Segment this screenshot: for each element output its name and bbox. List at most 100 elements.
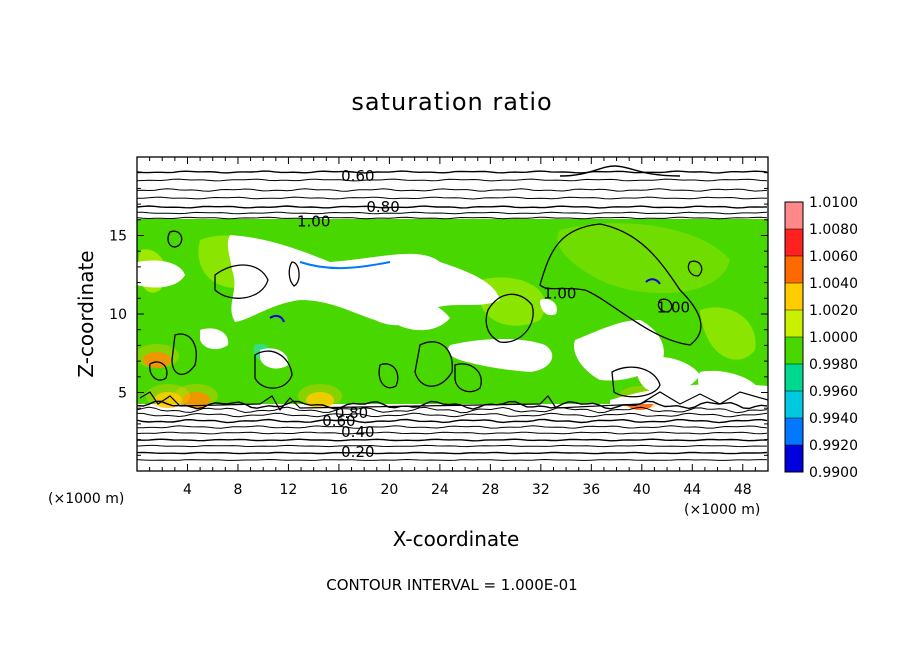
contour-label: 1.00	[543, 285, 576, 303]
colorbar-swatch	[785, 283, 803, 311]
contour-line-1	[687, 260, 703, 277]
colorbar-label: 1.0020	[809, 303, 858, 319]
colorbar-label: 1.0040	[809, 276, 858, 292]
subsaturated-region	[227, 235, 501, 326]
field-edge	[645, 278, 661, 285]
contour-line-1	[414, 341, 454, 387]
subsaturated-region	[137, 260, 185, 288]
x-tick-label: 32	[532, 482, 550, 498]
colorbar-label: 1.0100	[809, 195, 858, 211]
colorbar-swatch	[785, 445, 803, 473]
colorbar: 1.0100 1.0080 1.0060 1.0040 1.0020 1.0000 0.99…	[784, 195, 858, 481]
x-tick-label: 16	[330, 482, 348, 498]
contour-line-1	[167, 230, 183, 248]
field-patch	[700, 307, 756, 360]
contour-line-1	[454, 363, 482, 393]
x-tick-label: 28	[481, 482, 499, 498]
field-patch	[557, 223, 730, 294]
contour-label: 0.40	[341, 423, 374, 441]
colorbar-label: 1.0060	[809, 249, 858, 265]
colorbar-swatch	[785, 310, 803, 338]
contour-line	[137, 418, 768, 424]
contour-line-1	[149, 361, 168, 381]
contour-line	[137, 178, 768, 182]
x-tick-label: 12	[280, 482, 298, 498]
x-unit-label-left: (×1000 m)	[48, 491, 125, 507]
colorbar-swatch	[785, 202, 803, 230]
field-edge	[269, 314, 285, 323]
contour-line	[137, 451, 768, 455]
y-tick-label: 15	[109, 229, 127, 245]
contour-label: 1.00	[297, 212, 330, 230]
contour-label: 0.80	[335, 404, 368, 422]
contour-line	[137, 444, 767, 448]
subsaturated-region	[200, 328, 229, 350]
x-tick-label: 40	[633, 482, 651, 498]
contour-line-1	[611, 366, 661, 398]
colorbar-label: 0.9900	[809, 465, 858, 481]
x-tick-label: 44	[683, 482, 701, 498]
colorbar-label: 0.9940	[809, 411, 858, 427]
surface-contour	[139, 391, 768, 412]
contour-line	[137, 400, 768, 410]
contour-label: 1.00	[657, 299, 690, 317]
colorbar-swatch	[785, 229, 803, 257]
contour-line-1	[214, 264, 269, 299]
contour-line	[137, 196, 768, 200]
contour-line	[137, 216, 768, 220]
contour-line	[137, 425, 768, 429]
x-tick-label: 8	[233, 482, 242, 498]
contour-line	[137, 406, 768, 414]
colorbar-label: 0.9960	[809, 384, 858, 400]
warm-halo	[174, 384, 218, 408]
y-tick-label: 5	[118, 386, 127, 402]
colorbar-swatch	[785, 418, 803, 446]
warm-spot	[182, 392, 210, 408]
x-unit-label-right: (×1000 m)	[684, 502, 761, 518]
subsaturated-region	[448, 338, 553, 372]
subsaturated-region	[540, 298, 557, 316]
contour-line	[137, 188, 768, 192]
warm-spot	[306, 392, 334, 408]
contour-line-1	[288, 261, 300, 287]
contour-line	[137, 438, 767, 442]
field-patch	[478, 277, 546, 326]
x-tick-label: 20	[380, 482, 398, 498]
y-tick-label: 10	[109, 307, 127, 323]
subsaturated-region	[387, 298, 450, 331]
field-edge	[299, 261, 391, 270]
contour-line	[137, 170, 768, 174]
contour-lines	[137, 165, 768, 461]
colorbar-swatch	[785, 391, 803, 419]
contour-line-1	[378, 363, 399, 389]
y-axis-label: Z-coordinate	[74, 250, 98, 378]
contour-line-1	[539, 223, 702, 346]
contour-line	[137, 205, 768, 209]
contour-label: 0.80	[366, 198, 399, 216]
x-tick-label: 36	[582, 482, 600, 498]
colorbar-swatch	[785, 256, 803, 284]
x-tick-label: 4	[183, 482, 192, 498]
contour-line-1	[657, 298, 673, 313]
contour-labels: 0.600.801.001.001.000.800.600.400.20	[297, 167, 690, 461]
colorbar-label: 0.9920	[809, 438, 858, 454]
contour-line	[559, 165, 681, 177]
contour-line	[137, 412, 768, 418]
contour-label: 0.60	[322, 412, 355, 430]
colorbar-label: 1.0080	[809, 222, 858, 238]
warm-halo	[137, 344, 179, 368]
warm-halo	[298, 384, 342, 408]
colorbar-swatch	[785, 337, 803, 365]
contour-line-1	[485, 293, 534, 343]
contour-line-1	[171, 333, 197, 375]
contour-line	[137, 211, 768, 215]
subsaturated-region	[636, 356, 700, 393]
colorbar-swatch	[785, 364, 803, 392]
contour-label: 0.60	[341, 167, 374, 185]
chart-title: saturation ratio	[351, 88, 553, 116]
colorbar-label: 1.0000	[809, 330, 858, 346]
x-tick-label: 48	[734, 482, 752, 498]
